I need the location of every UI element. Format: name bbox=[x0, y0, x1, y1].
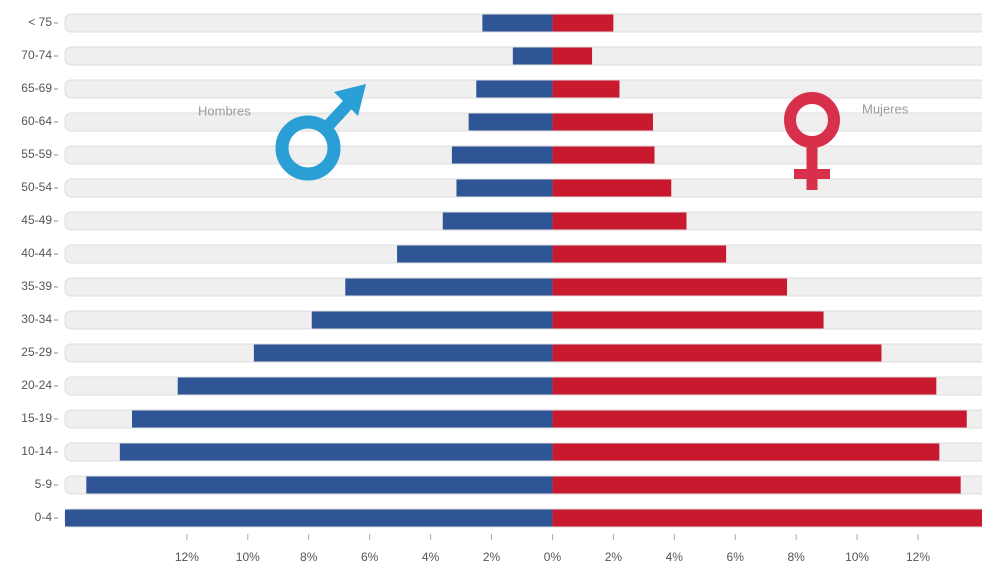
y-tick-label: 40-44 bbox=[21, 246, 52, 260]
bar bbox=[552, 311, 824, 329]
bar bbox=[253, 344, 553, 362]
bar bbox=[451, 146, 553, 164]
y-tick-label: 25-29 bbox=[21, 345, 52, 359]
y-tick-label: 20-24 bbox=[21, 378, 52, 392]
bar bbox=[552, 245, 727, 263]
bar bbox=[552, 344, 882, 362]
male-symbol bbox=[275, 84, 366, 181]
bar bbox=[552, 212, 687, 230]
female-symbol bbox=[784, 92, 840, 190]
bar bbox=[552, 146, 655, 164]
bar bbox=[552, 47, 593, 65]
y-tick-label: 45-49 bbox=[21, 213, 52, 227]
x-tick-label: 0% bbox=[544, 550, 562, 564]
x-tick-label: 4% bbox=[666, 550, 684, 564]
bar bbox=[552, 278, 788, 296]
bar bbox=[456, 179, 553, 197]
legend-male: Hombres bbox=[198, 103, 251, 118]
bar bbox=[552, 179, 672, 197]
y-tick-label: 5-9 bbox=[35, 477, 53, 491]
bar bbox=[552, 509, 982, 527]
bar bbox=[345, 278, 553, 296]
x-tick-label: 6% bbox=[361, 550, 379, 564]
y-tick-label: 0-4 bbox=[35, 510, 53, 524]
legend-female: Mujeres bbox=[862, 101, 909, 116]
bar bbox=[397, 245, 553, 263]
bar bbox=[442, 212, 553, 230]
x-tick-label: 8% bbox=[300, 550, 318, 564]
bar bbox=[552, 113, 653, 131]
y-tick-label: 55-59 bbox=[21, 147, 52, 161]
y-tick-label: 15-19 bbox=[21, 411, 52, 425]
bar bbox=[552, 410, 967, 428]
x-tick-label: 12% bbox=[175, 550, 199, 564]
y-tick-label: 50-54 bbox=[21, 180, 52, 194]
bar bbox=[552, 377, 937, 395]
y-tick-label: 60-64 bbox=[21, 114, 52, 128]
bar bbox=[468, 113, 553, 131]
bar bbox=[177, 377, 553, 395]
bar bbox=[132, 410, 553, 428]
x-tick-label: 2% bbox=[483, 550, 501, 564]
bar bbox=[512, 47, 553, 65]
bar bbox=[65, 509, 553, 527]
x-tick-label: 8% bbox=[787, 550, 805, 564]
bar bbox=[311, 311, 553, 329]
x-tick-label: 12% bbox=[906, 550, 930, 564]
bar bbox=[482, 14, 553, 32]
bar bbox=[552, 443, 940, 461]
bar bbox=[552, 80, 620, 98]
y-tick-label: 70-74 bbox=[21, 48, 52, 62]
y-tick-label: < 75 bbox=[28, 15, 52, 29]
x-tick-label: 10% bbox=[845, 550, 869, 564]
y-tick-label: 65-69 bbox=[21, 81, 52, 95]
bar bbox=[552, 476, 961, 494]
bar bbox=[86, 476, 553, 494]
y-tick-label: 10-14 bbox=[21, 444, 52, 458]
x-tick-label: 4% bbox=[422, 550, 440, 564]
bar bbox=[552, 14, 614, 32]
y-tick-label: 30-34 bbox=[21, 312, 52, 326]
y-tick-label: 35-39 bbox=[21, 279, 52, 293]
bar bbox=[119, 443, 553, 461]
x-tick-label: 2% bbox=[605, 550, 623, 564]
x-tick-label: 6% bbox=[727, 550, 745, 564]
bar bbox=[476, 80, 553, 98]
x-tick-label: 10% bbox=[236, 550, 260, 564]
